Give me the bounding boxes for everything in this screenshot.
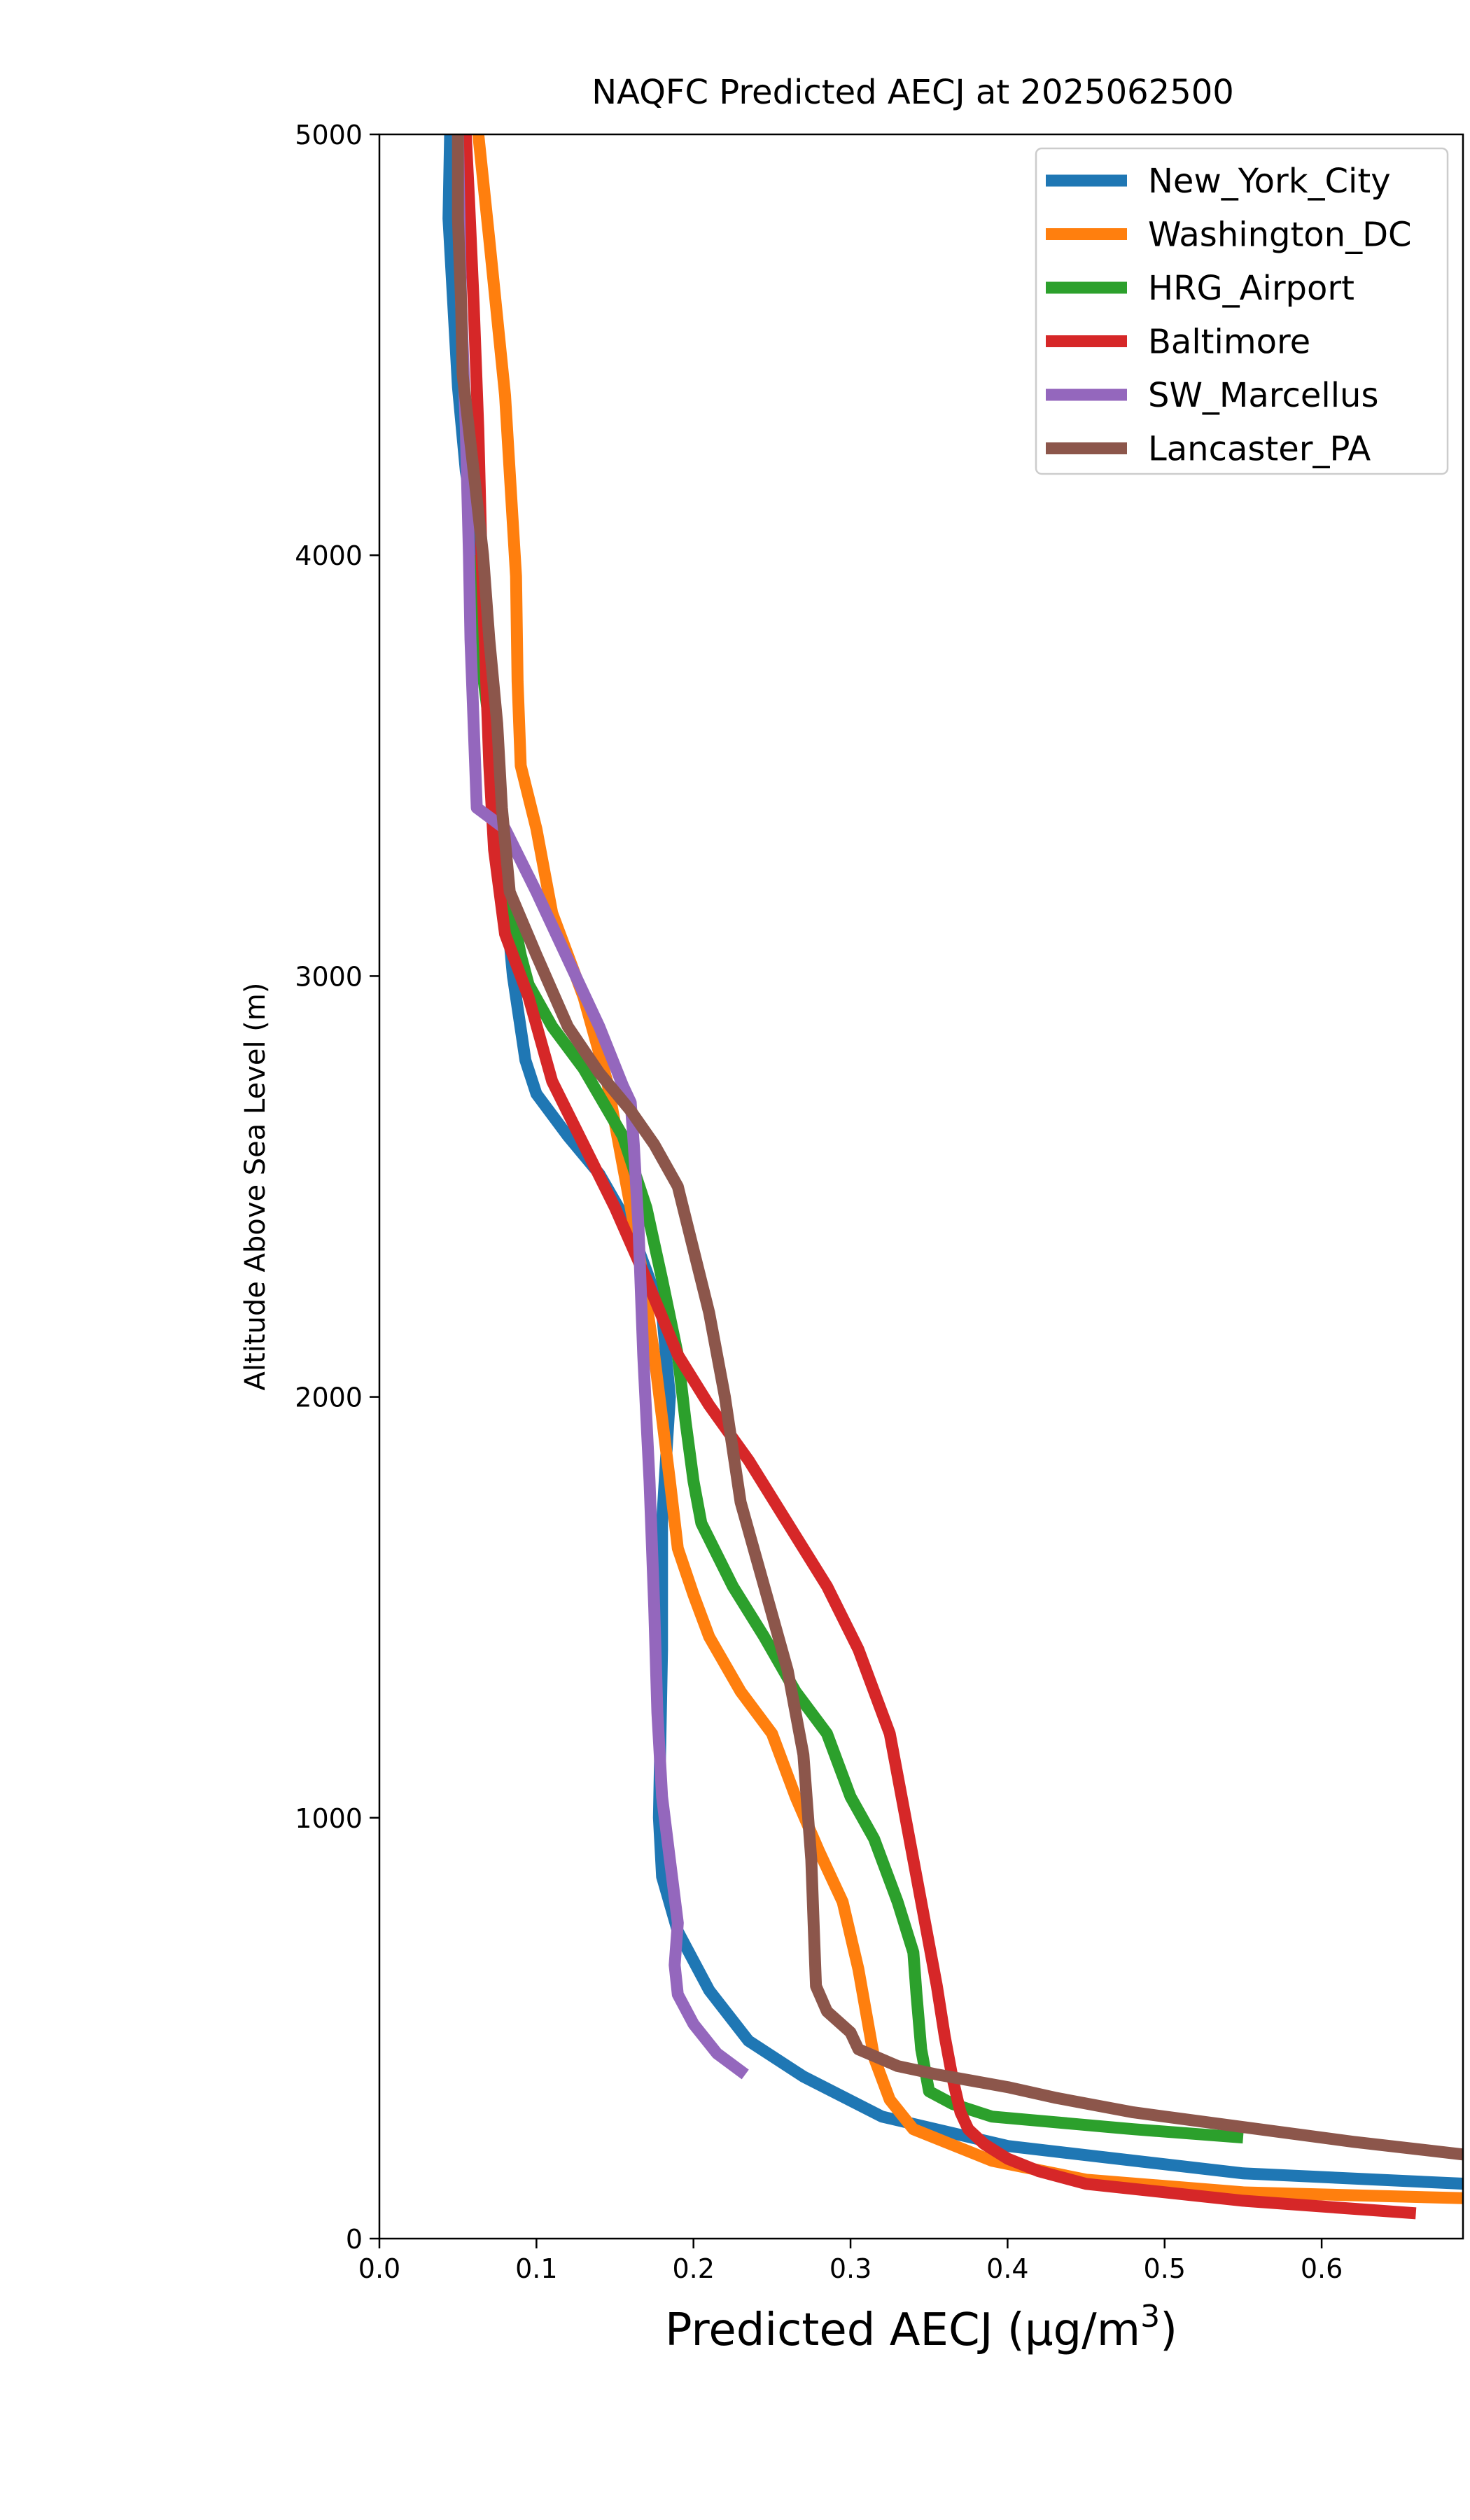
y-tick-label: 5000 [295,120,363,150]
x-tick-label: 0.1 [515,2253,557,2284]
x-axis-label-superscript: 3 [1140,2299,1160,2334]
x-tick-label: 0.6 [1301,2253,1343,2284]
legend-label-sw-marcellus: SW_Marcellus [1148,376,1378,415]
x-tick-label: 0.3 [830,2253,872,2284]
series-layer [442,134,1463,2220]
legend-box [1035,147,1449,475]
x-tick-label: 0.4 [986,2253,1028,2284]
y-axis-label: Altitude Above Sea Level (m) [239,983,272,1391]
x-tick-label: 0.2 [672,2253,714,2284]
y-tick-label: 1000 [295,1803,363,1834]
y-tick-label: 4000 [295,540,363,571]
legend-label-new-york-city: New_York_City [1148,162,1391,201]
series-line-washington-dc [472,134,1463,2204]
x-axis-ticks: 0.0 0.1 0.2 0.3 0.4 0.5 0.6 [358,2239,1343,2284]
plot-frame [378,133,1464,2240]
x-axis-label-close: ) [1160,2304,1177,2356]
series-line-hrg-airport [468,554,1244,2144]
y-tick-label: 0 [346,2224,363,2255]
legend-label-baltimore: Baltimore [1148,323,1310,362]
x-tick-label: 0.5 [1144,2253,1186,2284]
chart-title: NAQFC Predicted AECJ at 2025062500 [592,73,1234,112]
series-line-baltimore [459,134,1417,2220]
series-line-lancaster-pa [451,134,1463,2161]
legend-label-lancaster-pa: Lancaster_PA [1148,430,1371,469]
x-axis-label: Predicted AECJ (μg/m3) [665,2299,1177,2356]
legend-label-hrg-airport: HRG_Airport [1148,269,1354,308]
series-line-sw-marcellus [451,134,749,2080]
y-tick-label: 2000 [295,1382,363,1413]
x-tick-label: 0.0 [358,2253,400,2284]
x-axis-label-text: Predicted AECJ (μg/m [665,2304,1140,2356]
y-tick-label: 3000 [295,961,363,992]
y-axis-ticks: 0 1000 2000 3000 4000 5000 [295,120,379,2255]
legend-label-washington-dc: Washington_DC [1148,216,1412,255]
legend: New_York_City Washington_DC HRG_Airport Bal… [1035,147,1449,475]
